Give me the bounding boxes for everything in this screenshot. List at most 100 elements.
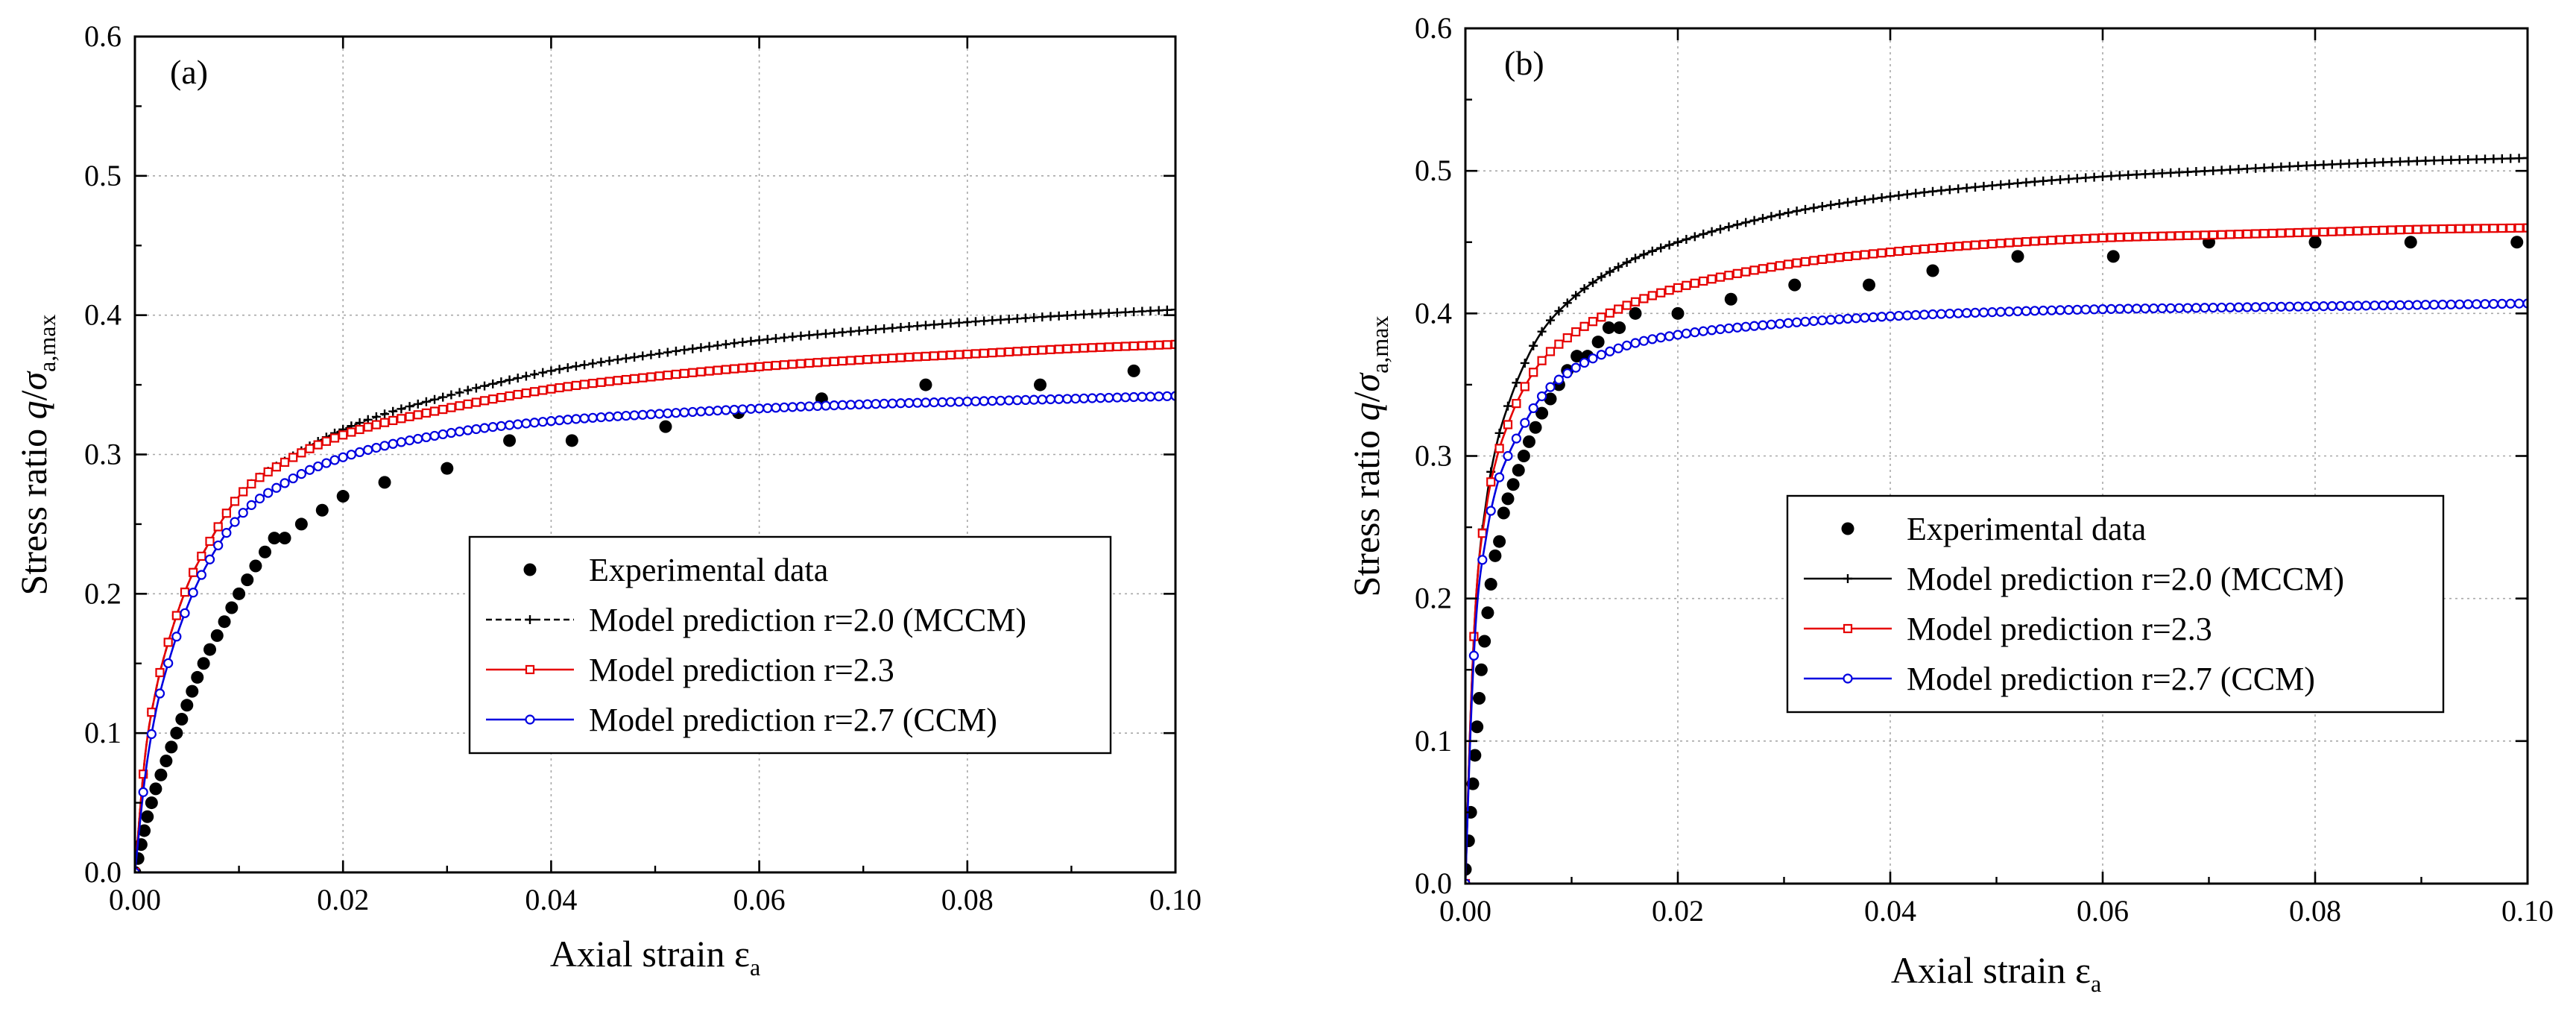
model-marker — [163, 638, 173, 647]
model-marker — [1775, 318, 1785, 329]
model-marker — [1767, 262, 1776, 272]
model-marker — [396, 437, 406, 447]
y-tick-label: 0.3 — [1415, 439, 1452, 473]
x-tick-label: 0.06 — [733, 883, 786, 916]
model-marker — [2217, 302, 2227, 313]
model-marker — [2047, 175, 2056, 185]
model-marker — [880, 353, 889, 363]
x-tick-label: 0.02 — [317, 883, 369, 916]
model-marker — [2387, 225, 2396, 235]
model-marker — [862, 325, 872, 335]
series-2 — [135, 339, 1175, 872]
model-marker — [1843, 251, 1853, 262]
model-marker — [1699, 276, 1708, 286]
model-marker — [2446, 155, 2456, 165]
model-marker — [1698, 326, 1708, 336]
model-marker — [1079, 343, 1089, 353]
model-marker — [2097, 303, 2108, 315]
model-marker — [546, 384, 556, 394]
model-marker — [1588, 353, 1598, 364]
model-marker — [1146, 306, 1155, 315]
model-marker — [1537, 356, 1547, 365]
model-marker — [2055, 235, 2065, 245]
model-marker — [2021, 237, 2031, 247]
model-marker — [888, 323, 897, 333]
model-marker — [2497, 223, 2507, 233]
model-marker — [2344, 226, 2354, 236]
model-marker — [754, 403, 765, 414]
model-marker — [413, 399, 423, 409]
model-marker — [1894, 191, 1904, 201]
model-marker — [355, 424, 364, 435]
model-marker — [1808, 315, 1819, 327]
model-marker — [1029, 345, 1039, 356]
model-marker — [2522, 223, 2528, 233]
model-marker — [2370, 300, 2380, 311]
model-marker — [2412, 300, 2422, 310]
panel-label: (b) — [1504, 44, 1544, 82]
model-marker — [1970, 307, 1980, 318]
model-marker — [1936, 242, 1946, 253]
model-marker — [671, 369, 681, 380]
model-marker — [854, 326, 864, 336]
model-marker — [1826, 200, 1836, 210]
model-marker — [2387, 300, 2397, 310]
model-marker — [888, 353, 897, 363]
model-marker — [2412, 156, 2422, 166]
model-marker — [1877, 193, 1887, 203]
model-marker — [1588, 277, 1597, 287]
y-axis-title: Stress ratio q/σa,max — [13, 315, 60, 596]
experimental-point — [225, 601, 239, 614]
experimental-point — [1127, 364, 1140, 377]
experimental-point — [1602, 321, 1615, 334]
model-marker — [1784, 259, 1793, 269]
model-marker — [2039, 176, 2048, 186]
model-marker — [904, 397, 915, 409]
model-marker — [696, 343, 706, 353]
model-marker — [1809, 203, 1819, 213]
model-marker — [2055, 305, 2065, 315]
experimental-point — [1535, 406, 1549, 420]
model-marker — [2174, 231, 2184, 241]
model-marker — [687, 406, 698, 418]
experimental-point — [138, 824, 151, 837]
model-marker — [2183, 167, 2192, 177]
model-marker — [996, 347, 1006, 357]
model-marker — [239, 487, 248, 497]
model-marker — [2438, 155, 2447, 165]
model-marker — [804, 330, 814, 340]
model-marker — [580, 360, 590, 370]
model-marker — [862, 355, 872, 365]
model-marker — [1699, 229, 1708, 239]
model-marker — [1129, 307, 1139, 317]
model-marker — [696, 367, 706, 377]
model-marker — [2514, 223, 2524, 233]
model-marker — [321, 458, 332, 468]
model-marker — [571, 362, 581, 371]
y-tick-label: 0.6 — [1415, 11, 1452, 45]
model-marker — [505, 391, 514, 401]
model-marker — [139, 770, 148, 779]
model-marker — [1170, 339, 1175, 350]
model-marker — [371, 442, 382, 453]
model-marker — [2242, 164, 2252, 174]
model-marker — [2242, 229, 2252, 239]
model-marker — [1062, 394, 1073, 404]
model-marker — [2097, 233, 2108, 243]
model-marker — [2429, 224, 2439, 234]
model-marker — [2514, 298, 2525, 309]
model-marker — [313, 440, 323, 450]
model-marker — [2140, 232, 2150, 242]
experimental-point — [336, 490, 350, 503]
model-marker — [1554, 339, 1564, 349]
model-marker — [271, 462, 281, 472]
model-marker — [1852, 251, 1861, 260]
model-marker — [1690, 278, 1699, 288]
model-marker — [946, 350, 956, 360]
legend-swatch-marker — [525, 714, 535, 725]
plot-area — [135, 305, 1175, 872]
series-1 — [1465, 153, 2528, 884]
model-marker — [796, 331, 806, 341]
model-marker — [180, 588, 190, 597]
